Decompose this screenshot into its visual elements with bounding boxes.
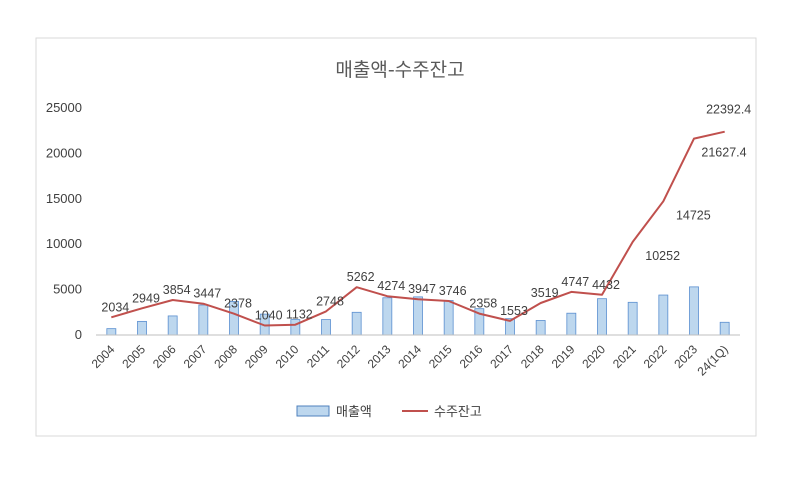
data-label: 3746	[439, 284, 467, 298]
legend: 매출액 수주잔고	[296, 405, 482, 420]
data-label: 1553	[500, 304, 528, 318]
bar	[566, 312, 577, 336]
data-label: 3947	[408, 282, 436, 296]
data-label: 3519	[531, 286, 559, 300]
data-label: 1132	[286, 308, 313, 322]
data-label: 14725	[676, 208, 711, 222]
data-label: 10252	[645, 249, 680, 263]
y-tick-label: 15000	[46, 191, 82, 206]
data-label: 3854	[163, 283, 191, 297]
line-path	[111, 130, 725, 327]
data-label: 22392.4	[706, 103, 751, 117]
chart-area-border	[35, 37, 757, 437]
data-label: 21627.4	[701, 146, 746, 160]
bar	[198, 304, 209, 336]
y-tick-label: 10000	[46, 236, 82, 251]
legend-swatch-bar	[296, 405, 330, 417]
bar-series	[106, 286, 730, 336]
bar	[321, 319, 331, 336]
y-tick-label: 0	[75, 327, 82, 342]
bar	[413, 296, 423, 336]
bar	[382, 297, 393, 336]
data-label: 5262	[347, 270, 375, 284]
data-label: 2949	[132, 291, 160, 305]
bar	[627, 301, 638, 336]
bar	[106, 328, 117, 336]
line-series	[111, 130, 725, 327]
data-label: 2378	[224, 297, 252, 311]
data-label: 4747	[561, 275, 589, 289]
data-label: 2034	[101, 300, 129, 314]
data-label: 3447	[193, 287, 221, 301]
data-label: 2358	[469, 297, 497, 311]
bar	[689, 286, 699, 336]
y-tick-label: 5000	[53, 282, 82, 297]
data-label: 4274	[377, 279, 405, 293]
legend-label-bar: 매출액	[336, 405, 372, 420]
bar	[658, 294, 669, 336]
bar	[351, 311, 362, 336]
data-label: 2748	[316, 294, 344, 308]
bar	[719, 321, 730, 336]
data-label: 1040	[255, 308, 283, 322]
bar	[137, 320, 147, 336]
data-label: 4432	[592, 278, 620, 292]
y-tick-label: 20000	[46, 145, 82, 160]
chart-title: 매출액-수주잔고	[335, 59, 464, 81]
y-tick-label: 25000	[46, 100, 82, 115]
bar	[443, 300, 454, 336]
y-axis: 0 5000 10000 15000 20000 25000	[46, 100, 82, 342]
bar	[167, 315, 178, 336]
bar	[597, 298, 607, 336]
legend-label-line: 수주잔고	[434, 405, 482, 420]
bar	[290, 319, 301, 336]
bar	[535, 320, 546, 336]
